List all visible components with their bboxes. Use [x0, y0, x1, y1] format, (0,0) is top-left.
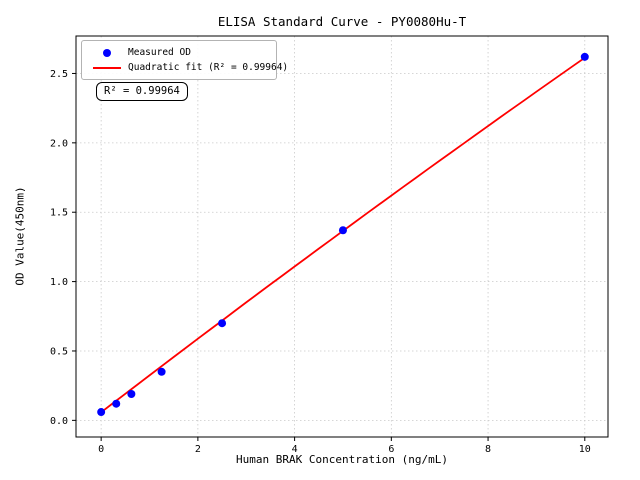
legend-label-quadratic-fit: Quadratic fit (R² = 0.99964): [128, 62, 289, 73]
y-tick-label: 2.5: [50, 69, 68, 80]
x-tick-label: 0: [98, 444, 104, 455]
data-point: [97, 408, 106, 417]
quadratic-fit-line: [100, 57, 586, 414]
data-point: [157, 367, 166, 376]
x-tick-label: 6: [388, 444, 394, 455]
plot-spines: [75, 35, 609, 438]
chart-title: ELISA Standard Curve - PY0080Hu-T: [217, 14, 467, 29]
line-marker-icon: [93, 66, 121, 69]
data-point: [218, 319, 227, 328]
y-tick-label: 0.0: [50, 416, 68, 427]
scatter-marker-icon: [103, 48, 111, 57]
x-tick-label: 10: [579, 444, 591, 455]
x-axis-label: Human BRAK Concentration (ng/mL): [236, 453, 448, 466]
data-point: [580, 52, 589, 61]
legend-item-quadratic-fit: Quadratic fit (R² = 0.99964): [90, 60, 288, 75]
x-tick-label: 8: [485, 444, 491, 455]
y-tick-label: 1.5: [50, 208, 68, 219]
data-point: [127, 389, 136, 398]
r-squared-annotation: R² = 0.99964: [96, 82, 188, 101]
data-point: [338, 226, 347, 235]
y-tick-label: 1.0: [50, 277, 68, 288]
data-point: [112, 399, 121, 408]
y-tick-label: 2.0: [50, 138, 68, 149]
x-tick-label: 2: [195, 444, 201, 455]
y-axis-label: OD Value(450nm): [13, 186, 27, 286]
legend-marker-cell: [90, 48, 124, 57]
y-tick-label: 0.5: [50, 346, 68, 357]
x-tick-label: 4: [292, 444, 298, 455]
legend-label-measured-od: Measured OD: [128, 47, 191, 58]
legend: Measured OD Quadratic fit (R² = 0.99964): [81, 40, 288, 80]
legend-item-measured-od: Measured OD: [90, 45, 268, 60]
legend-marker-cell: [90, 66, 124, 69]
